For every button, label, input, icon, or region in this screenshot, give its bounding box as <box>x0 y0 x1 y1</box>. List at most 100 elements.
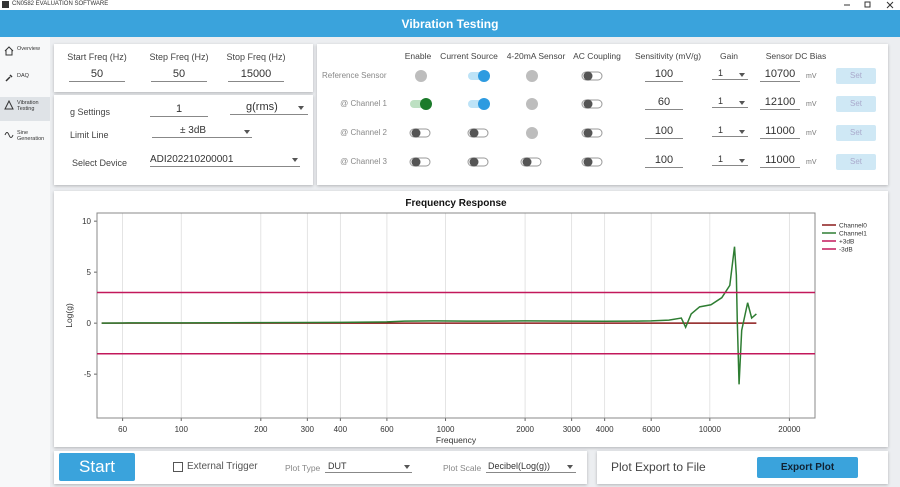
toggle-switch[interactable] <box>466 126 492 140</box>
dropdown-arrow <box>298 106 304 110</box>
sidebar-label: DAQ <box>17 73 29 79</box>
start-button[interactable]: Start <box>59 453 135 481</box>
sensitivity-input[interactable]: 100 <box>645 68 683 82</box>
y-tick-label: 5 <box>87 268 92 277</box>
column-header: Sensor DC Bias <box>765 51 827 61</box>
export-button[interactable]: Export Plot <box>757 457 858 478</box>
sidebar-item[interactable]: Sine Generation <box>0 127 50 151</box>
freq-input[interactable]: 50 <box>151 68 207 82</box>
unit-label: mV <box>806 101 817 108</box>
dropdown-arrow <box>739 73 745 77</box>
toggle-knob <box>420 98 432 110</box>
toggle-switch[interactable] <box>580 69 606 83</box>
x-tick-label: 60 <box>118 425 127 434</box>
sensitivity-input[interactable]: 100 <box>645 154 683 168</box>
sensitivity-input[interactable]: 60 <box>645 96 683 110</box>
sidebar-item[interactable]: Vibration Testing <box>0 97 50 121</box>
sidebar-item[interactable]: DAQ <box>0 70 50 94</box>
toggle-knob <box>469 128 479 138</box>
dc-bias-input[interactable]: 12100 <box>760 96 800 110</box>
freq-input[interactable]: 50 <box>69 68 125 82</box>
dropdown-arrow <box>739 159 745 163</box>
toggle-switch[interactable] <box>519 69 545 83</box>
toggle-switch[interactable] <box>466 155 492 169</box>
dropdown-arrow <box>404 465 410 469</box>
toggle-knob <box>583 99 593 109</box>
header-title: Vibration Testing <box>401 17 499 31</box>
g-settings-input[interactable]: 1 <box>150 103 208 117</box>
set-button[interactable]: Set <box>836 125 876 141</box>
legend-label: -3dB <box>839 247 853 254</box>
dropdown-arrow <box>292 158 298 162</box>
toggle-switch[interactable] <box>408 155 434 169</box>
dc-bias-input[interactable]: 10700 <box>760 68 800 82</box>
freq-label: Stop Freq (Hz) <box>226 52 286 62</box>
y-axis-label: Log(g) <box>64 303 74 328</box>
row-label: @ Channel 2 <box>340 128 387 137</box>
toggle-switch[interactable] <box>519 155 545 169</box>
x-tick-label: 200 <box>254 425 268 434</box>
checkbox[interactable] <box>173 462 183 472</box>
y-tick-label: 10 <box>82 217 91 226</box>
plot-scale-label: Plot Scale <box>443 463 482 473</box>
sidebar-icon <box>4 46 14 56</box>
limit-line-dropdown[interactable]: ± 3dB <box>152 125 252 138</box>
toggle-knob <box>469 157 479 167</box>
unit-label: mV <box>806 73 817 80</box>
sensitivity-input[interactable]: 100 <box>645 125 683 139</box>
plot-scale-dropdown[interactable]: Decibel(Log(g)) <box>486 461 576 473</box>
toggle-switch[interactable] <box>466 69 492 83</box>
unit-label: mV <box>806 159 817 166</box>
toggle-knob <box>415 70 427 82</box>
y-tick-label: 0 <box>87 319 92 328</box>
run-panel: Start External Trigger Plot Type DUT Plo… <box>54 451 587 484</box>
sidebar-item[interactable]: Overview <box>0 43 50 67</box>
plot-type-dropdown[interactable]: DUT <box>325 461 412 473</box>
sidebar-label: Overview <box>17 46 40 52</box>
toggle-knob <box>583 157 593 167</box>
y-tick-label: -5 <box>84 370 92 379</box>
set-button[interactable]: Set <box>836 68 876 84</box>
freq-input[interactable]: 15000 <box>228 68 284 82</box>
set-button[interactable]: Set <box>836 154 876 170</box>
column-header: Sensitivity (mV/g) <box>634 51 702 61</box>
toggle-switch[interactable] <box>519 126 545 140</box>
column-header: 4-20mA Sensor <box>506 51 566 61</box>
toggle-switch[interactable] <box>580 126 606 140</box>
x-tick-label: 6000 <box>642 425 660 434</box>
frequency-panel: Start Freq (Hz) 50 Step Freq (Hz) 50 Stop Fr… <box>54 44 313 92</box>
toggle-switch[interactable] <box>519 97 545 111</box>
chart-panel: Frequency Response 60 100 200 300 400 600 1000 2… <box>54 191 888 447</box>
x-tick-label: 1000 <box>437 425 455 434</box>
toggle-switch[interactable] <box>580 97 606 111</box>
unit-label: mV <box>806 130 817 137</box>
toggle-switch[interactable] <box>408 97 434 111</box>
toggle-knob <box>478 70 490 82</box>
channel-panel: Enable Current Source 4-20mA Sensor AC Coup… <box>317 44 888 185</box>
plot-type-label: Plot Type <box>285 463 321 473</box>
sidebar-icon <box>5 74 13 82</box>
toggle-switch[interactable] <box>408 126 434 140</box>
toggle-switch[interactable] <box>580 155 606 169</box>
window-controls[interactable] <box>830 0 900 10</box>
toggle-switch[interactable] <box>466 97 492 111</box>
gain-dropdown[interactable]: 1 <box>712 96 748 108</box>
set-button[interactable]: Set <box>836 96 876 112</box>
sidebar-label: Sine Generation <box>17 130 45 142</box>
legend-label: Channel1 <box>839 231 867 238</box>
dc-bias-input[interactable]: 11000 <box>760 125 800 139</box>
gain-dropdown[interactable]: 1 <box>712 154 748 166</box>
x-tick-label: 2000 <box>516 425 534 434</box>
gain-dropdown[interactable]: 1 <box>712 68 748 80</box>
sidebar-label: Vibration Testing <box>17 100 39 112</box>
toggle-knob <box>411 128 421 138</box>
app-icon <box>2 1 9 8</box>
freq-label: Step Freq (Hz) <box>149 52 209 62</box>
toggle-switch[interactable] <box>408 69 434 83</box>
toggle-knob <box>526 127 538 139</box>
dc-bias-input[interactable]: 11000 <box>760 154 800 168</box>
gain-dropdown[interactable]: 1 <box>712 125 748 137</box>
g-unit-dropdown[interactable]: g(rms) <box>230 101 308 115</box>
device-dropdown[interactable]: ADI202210200001 <box>150 154 300 167</box>
